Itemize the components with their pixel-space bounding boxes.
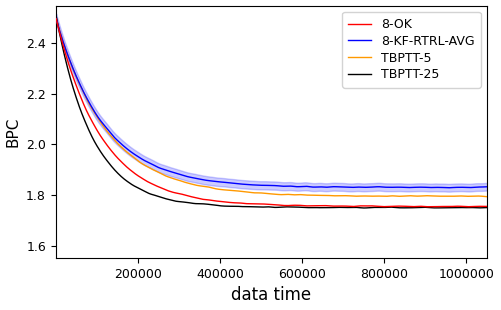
8-KF-RTRL-AVG bbox=[392, 185, 398, 189]
8-KF-RTRL-AVG bbox=[262, 184, 268, 187]
8-OK bbox=[429, 205, 435, 209]
TBPTT-5 bbox=[53, 17, 59, 20]
TBPTT-25 bbox=[471, 206, 477, 210]
TBPTT-5 bbox=[470, 194, 476, 198]
8-KF-RTRL-AVG bbox=[250, 183, 257, 187]
8-OK bbox=[53, 17, 59, 20]
8-OK bbox=[262, 202, 268, 206]
TBPTT-5 bbox=[483, 195, 489, 198]
8-OK bbox=[470, 205, 476, 208]
8-KF-RTRL-AVG bbox=[483, 185, 489, 188]
X-axis label: data time: data time bbox=[231, 286, 311, 304]
TBPTT-25 bbox=[53, 14, 59, 17]
TBPTT-5 bbox=[262, 192, 268, 195]
TBPTT-25 bbox=[262, 205, 268, 209]
TBPTT-25 bbox=[361, 206, 367, 210]
8-OK bbox=[75, 89, 81, 92]
Line: TBPTT-25: TBPTT-25 bbox=[56, 16, 486, 208]
TBPTT-25 bbox=[483, 206, 489, 210]
8-OK bbox=[250, 202, 257, 206]
8-OK bbox=[483, 205, 489, 208]
8-KF-RTRL-AVG bbox=[53, 17, 59, 20]
Line: 8-KF-RTRL-AVG: 8-KF-RTRL-AVG bbox=[56, 19, 486, 188]
8-KF-RTRL-AVG bbox=[471, 185, 477, 189]
TBPTT-5 bbox=[250, 191, 257, 195]
Line: TBPTT-5: TBPTT-5 bbox=[56, 19, 486, 197]
Line: 8-OK: 8-OK bbox=[56, 19, 486, 207]
Legend: 8-OK, 8-KF-RTRL-AVG, TBPTT-5, TBPTT-25: 8-OK, 8-KF-RTRL-AVG, TBPTT-5, TBPTT-25 bbox=[342, 12, 480, 87]
8-KF-RTRL-AVG bbox=[445, 186, 451, 190]
8-KF-RTRL-AVG bbox=[75, 78, 81, 82]
TBPTT-25 bbox=[470, 206, 476, 210]
TBPTT-25 bbox=[250, 205, 257, 209]
8-KF-RTRL-AVG bbox=[470, 185, 476, 189]
8-OK bbox=[471, 205, 477, 208]
8-OK bbox=[392, 204, 398, 208]
TBPTT-5 bbox=[392, 194, 398, 198]
TBPTT-25 bbox=[75, 101, 81, 105]
Y-axis label: BPC: BPC bbox=[6, 117, 21, 147]
TBPTT-5 bbox=[470, 194, 476, 198]
TBPTT-25 bbox=[392, 206, 398, 209]
TBPTT-5 bbox=[75, 79, 81, 83]
